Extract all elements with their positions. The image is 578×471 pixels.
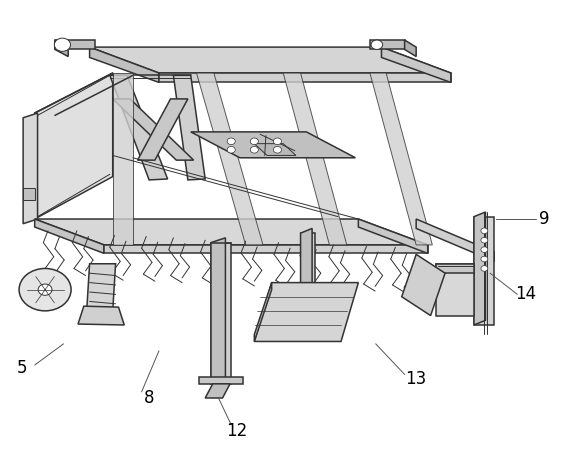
Circle shape xyxy=(481,266,488,271)
Circle shape xyxy=(54,38,71,51)
Circle shape xyxy=(273,138,281,145)
Circle shape xyxy=(38,284,52,295)
Text: 13: 13 xyxy=(406,370,427,388)
Polygon shape xyxy=(113,73,133,245)
Polygon shape xyxy=(416,219,494,261)
Polygon shape xyxy=(254,283,358,341)
Polygon shape xyxy=(35,219,104,253)
Polygon shape xyxy=(381,47,451,82)
Polygon shape xyxy=(78,306,124,325)
Polygon shape xyxy=(197,73,263,245)
Circle shape xyxy=(481,228,488,234)
Polygon shape xyxy=(301,233,315,334)
Circle shape xyxy=(481,247,488,252)
Polygon shape xyxy=(23,113,38,224)
Polygon shape xyxy=(211,238,225,384)
Text: 12: 12 xyxy=(227,422,247,440)
Text: 9: 9 xyxy=(539,210,550,228)
Circle shape xyxy=(19,268,71,311)
Circle shape xyxy=(481,256,488,262)
Polygon shape xyxy=(138,99,188,160)
Polygon shape xyxy=(35,73,113,219)
Polygon shape xyxy=(436,264,474,316)
Polygon shape xyxy=(23,188,35,200)
Polygon shape xyxy=(35,219,428,245)
Polygon shape xyxy=(405,40,416,57)
Polygon shape xyxy=(474,212,486,325)
Polygon shape xyxy=(370,40,405,49)
Polygon shape xyxy=(113,99,194,160)
Polygon shape xyxy=(90,47,451,73)
Polygon shape xyxy=(211,243,231,384)
Polygon shape xyxy=(159,73,451,82)
Circle shape xyxy=(250,138,258,145)
Circle shape xyxy=(227,146,235,153)
Polygon shape xyxy=(55,40,68,57)
Polygon shape xyxy=(55,40,95,49)
Polygon shape xyxy=(205,384,230,398)
Polygon shape xyxy=(90,47,159,82)
Polygon shape xyxy=(110,75,168,180)
Polygon shape xyxy=(283,73,347,245)
Polygon shape xyxy=(402,254,445,316)
Circle shape xyxy=(371,40,383,49)
Circle shape xyxy=(481,237,488,243)
Polygon shape xyxy=(254,283,272,341)
Polygon shape xyxy=(301,228,312,334)
Polygon shape xyxy=(87,264,116,311)
Polygon shape xyxy=(370,73,432,245)
Text: 8: 8 xyxy=(144,389,154,407)
Polygon shape xyxy=(191,132,355,158)
Polygon shape xyxy=(254,144,296,155)
Circle shape xyxy=(227,138,235,145)
Polygon shape xyxy=(474,217,494,325)
Polygon shape xyxy=(199,377,243,384)
Circle shape xyxy=(250,146,258,153)
Polygon shape xyxy=(104,245,428,253)
Circle shape xyxy=(273,146,281,153)
Polygon shape xyxy=(173,75,205,180)
Text: 14: 14 xyxy=(516,285,536,303)
Polygon shape xyxy=(436,264,474,273)
Text: 5: 5 xyxy=(17,359,27,377)
Polygon shape xyxy=(358,219,428,253)
